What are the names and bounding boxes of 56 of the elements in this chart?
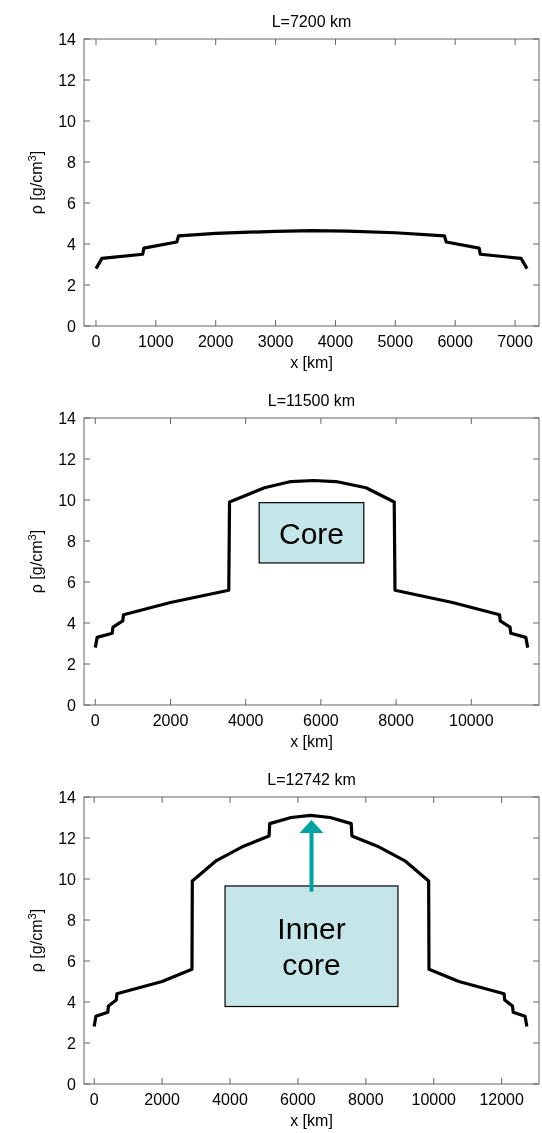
x-tick-label: 2000 bbox=[144, 1091, 180, 1108]
x-tick-label: 2000 bbox=[197, 333, 234, 350]
x-tick-label: 8000 bbox=[378, 712, 415, 729]
y-tick-label: 10 bbox=[58, 871, 77, 888]
x-tick-label: 10000 bbox=[411, 1091, 457, 1108]
line-series bbox=[93, 478, 530, 650]
y-tick-label: 6 bbox=[67, 195, 77, 212]
y-tick-label: 8 bbox=[67, 912, 77, 929]
x-tick-label: 4000 bbox=[212, 1091, 248, 1108]
x-tick-label: 0 bbox=[89, 1091, 99, 1108]
line-series bbox=[92, 813, 529, 1029]
y-tick-label: 0 bbox=[67, 1076, 77, 1093]
x-tick-label: 4000 bbox=[227, 712, 264, 729]
y-tick-label: 6 bbox=[67, 574, 77, 591]
x-tick-label: 8000 bbox=[348, 1091, 384, 1108]
y-tick-label: 12 bbox=[58, 451, 77, 468]
y-tick-label: 14 bbox=[58, 410, 77, 427]
y-tick-label: 14 bbox=[58, 789, 77, 806]
x-tick-label: 2000 bbox=[152, 712, 189, 729]
y-tick-label: 6 bbox=[67, 953, 77, 970]
y-tick-label: 4 bbox=[67, 994, 77, 1011]
y-tick-label: 14 bbox=[58, 31, 77, 48]
annotation: Inner core bbox=[277, 912, 346, 982]
chart-title: L=11500 km bbox=[267, 392, 356, 409]
y-tick-label: 8 bbox=[67, 154, 77, 171]
y-tick-label: 10 bbox=[58, 113, 77, 130]
x-tick-label: 0 bbox=[90, 712, 100, 729]
x-tick-label: 6000 bbox=[280, 1091, 316, 1108]
x-tick-label: 0 bbox=[91, 333, 101, 350]
x-tick-label: 1000 bbox=[138, 333, 174, 350]
annotation: Core bbox=[278, 516, 345, 550]
x-tick-label: 12000 bbox=[479, 1091, 524, 1108]
y-tick-label: 0 bbox=[67, 697, 77, 714]
x-axis-title: x [km] bbox=[290, 354, 333, 371]
x-tick-label: 6000 bbox=[303, 712, 339, 729]
y-tick-label: 0 bbox=[67, 318, 77, 335]
y-tick-label: 4 bbox=[67, 236, 77, 253]
x-tick-label: 3000 bbox=[257, 333, 294, 350]
x-axis-title: x [km] bbox=[290, 1112, 333, 1129]
y-tick-label: 8 bbox=[67, 533, 77, 550]
x-tick-label: 10000 bbox=[449, 712, 494, 729]
x-tick-label: 6000 bbox=[437, 333, 474, 350]
line-series bbox=[94, 229, 529, 271]
chart-title: L=12742 km bbox=[267, 771, 356, 788]
x-tick-label: 4000 bbox=[317, 333, 354, 350]
chart-title: L=7200 km bbox=[271, 13, 352, 30]
x-tick-label: 7000 bbox=[497, 333, 533, 350]
y-tick-label: 10 bbox=[58, 492, 77, 509]
x-tick-label: 5000 bbox=[377, 333, 414, 350]
y-tick-label: 12 bbox=[58, 830, 77, 847]
y-tick-label: 2 bbox=[67, 656, 77, 673]
y-tick-label: 2 bbox=[67, 277, 77, 294]
x-axis-title: x [km] bbox=[290, 733, 333, 750]
y-tick-label: 2 bbox=[67, 1035, 77, 1052]
y-tick-label: 12 bbox=[58, 72, 77, 89]
y-tick-label: 4 bbox=[67, 615, 77, 632]
